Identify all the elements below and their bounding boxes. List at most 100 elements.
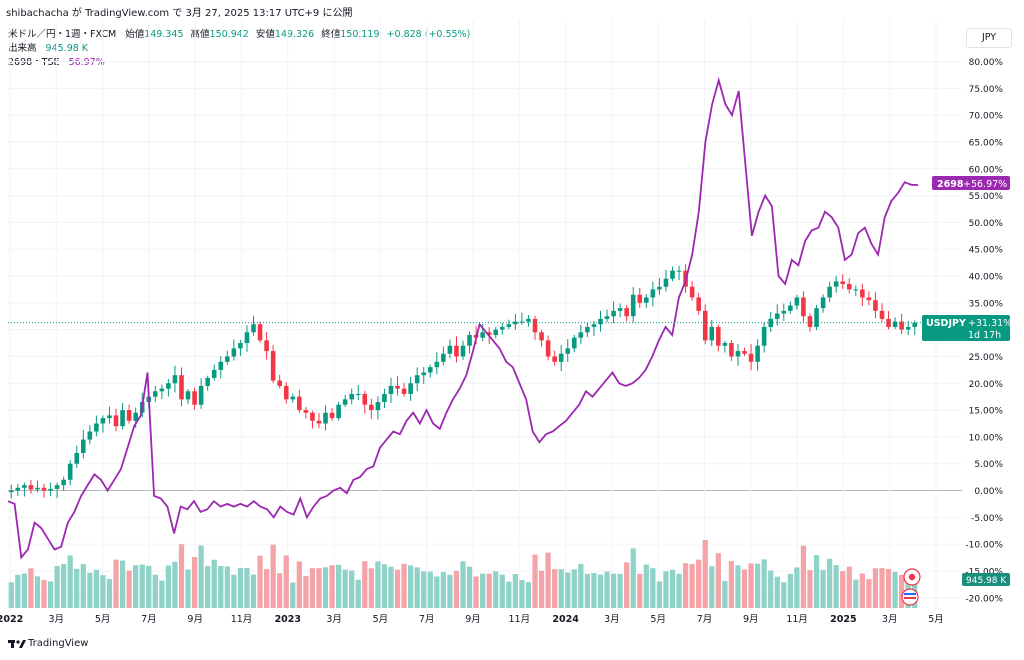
candle-body: [120, 410, 125, 427]
candle-body: [80, 439, 86, 453]
attribution: shibachacha が TradingView.com で 3月 27, 2…: [6, 8, 353, 19]
candle-body: [886, 318, 891, 327]
volume-bar: [355, 579, 361, 608]
candle-body: [166, 383, 171, 389]
volume-bar: [368, 568, 374, 608]
jp-flag-dot: [908, 573, 916, 581]
candle-body: [827, 286, 832, 298]
candle-body: [761, 326, 767, 346]
candle-body: [303, 410, 309, 413]
candle-body: [8, 490, 14, 493]
candle-body: [486, 332, 492, 335]
volume-bar: [813, 555, 820, 608]
currency-button[interactable]: JPY: [966, 28, 1012, 48]
candle-body: [526, 318, 531, 322]
legend-main-series[interactable]: 米ドル／円・1週・FXCM 始値149.345 高値150.942 安値149.…: [8, 26, 470, 40]
candle-body: [820, 297, 826, 309]
volume-bar: [67, 555, 73, 608]
volume-bar: [61, 564, 67, 608]
volume-bar: [617, 573, 623, 608]
y-tick-label: 0.00%: [974, 487, 1003, 497]
legend-volume[interactable]: 出来高 945.98 K: [8, 40, 88, 54]
candle-body: [159, 388, 165, 392]
x-axis: 2022 3月 5月 7月 9月 11月 2023 3月 5月 7月 9月 11月 2024 3月 5月 7月…: [0, 614, 944, 625]
candle-body: [585, 326, 590, 333]
volume-bar: [885, 568, 892, 608]
candle-body: [94, 423, 99, 432]
candle-body: [467, 334, 472, 346]
volume-bar: [669, 569, 676, 608]
candle-body: [519, 321, 525, 323]
volume-bar: [630, 548, 636, 608]
compare-tag: 2698: [937, 179, 964, 190]
volume-bar: [28, 568, 34, 608]
volume-bar: [198, 545, 204, 608]
candle-body: [401, 388, 407, 394]
candle-body: [395, 385, 400, 389]
x-tick-label: 2024: [552, 614, 579, 625]
volume-bar: [604, 571, 610, 608]
event-markers[interactable]: [901, 568, 921, 606]
candle-body: [126, 410, 132, 421]
volume-bar: [552, 569, 558, 608]
volume-bar: [565, 572, 571, 608]
volume-bar: [827, 558, 833, 608]
candle-body: [355, 393, 361, 395]
volume-bar: [349, 570, 355, 608]
x-tick-label: 2025: [830, 614, 856, 625]
volume-bar: [872, 568, 879, 608]
candles: [8, 263, 918, 499]
x-tick-label: 5月: [650, 614, 666, 625]
volume-bar: [375, 561, 381, 608]
y-tick-label: 50.00%: [969, 219, 1004, 229]
candle-body: [283, 385, 289, 400]
volume-bar: [15, 574, 21, 608]
volume-bar: [499, 574, 505, 608]
x-tick-label: 7月: [141, 614, 157, 625]
y-tick-label: 45.00%: [969, 246, 1004, 256]
x-tick-label: 2022: [0, 614, 23, 625]
volume-bar: [296, 561, 302, 608]
legend-low: 149.326: [274, 29, 315, 40]
volume-bar: [656, 581, 663, 608]
x-tick-label: 5月: [373, 614, 389, 625]
candle-body: [748, 353, 754, 362]
candle-body: [578, 332, 584, 338]
candle-body: [441, 353, 446, 362]
x-tick-label: 3月: [326, 614, 342, 625]
x-tick-label: 2023: [275, 614, 301, 625]
candle-body: [244, 332, 250, 344]
y-tick-label: 25.00%: [969, 353, 1004, 363]
volume-bar: [106, 578, 113, 608]
tradingview-logo[interactable]: TradingView: [8, 638, 88, 649]
volume-bar: [525, 582, 532, 608]
y-tick-label: 65.00%: [969, 138, 1004, 148]
candle-body: [15, 487, 21, 491]
y-tick-label: 75.00%: [969, 85, 1004, 95]
volume-bar: [820, 569, 826, 608]
candle-body: [689, 286, 695, 298]
y-tick-label: -5.00%: [971, 514, 1003, 524]
volume-bar: [486, 573, 492, 608]
volume-bar: [866, 579, 872, 608]
volume-bar: [702, 540, 708, 608]
volume-bar: [807, 570, 813, 608]
y-axis: 80.00% 75.00% 70.00% 65.00% 60.00% 55.00% 50.0…: [965, 58, 1003, 604]
candle-body: [211, 369, 217, 378]
candle-body: [100, 418, 106, 424]
volume-bar: [597, 574, 604, 608]
candle-body: [414, 375, 420, 384]
legend-close: 150.119: [340, 29, 380, 40]
us-flag-stripe-icon: [904, 593, 916, 595]
volume-bar: [545, 552, 551, 608]
legend-compare[interactable]: 2698・TSE 56.97%: [8, 54, 105, 68]
volume-bar: [93, 569, 99, 608]
volume-bar: [787, 573, 793, 608]
volume-bar: [421, 571, 427, 608]
candle-body: [545, 340, 551, 357]
candle-body: [670, 270, 675, 279]
y-tick-label: 10.00%: [969, 433, 1004, 443]
volume-bar: [34, 576, 41, 608]
volume-bar: [100, 575, 106, 608]
